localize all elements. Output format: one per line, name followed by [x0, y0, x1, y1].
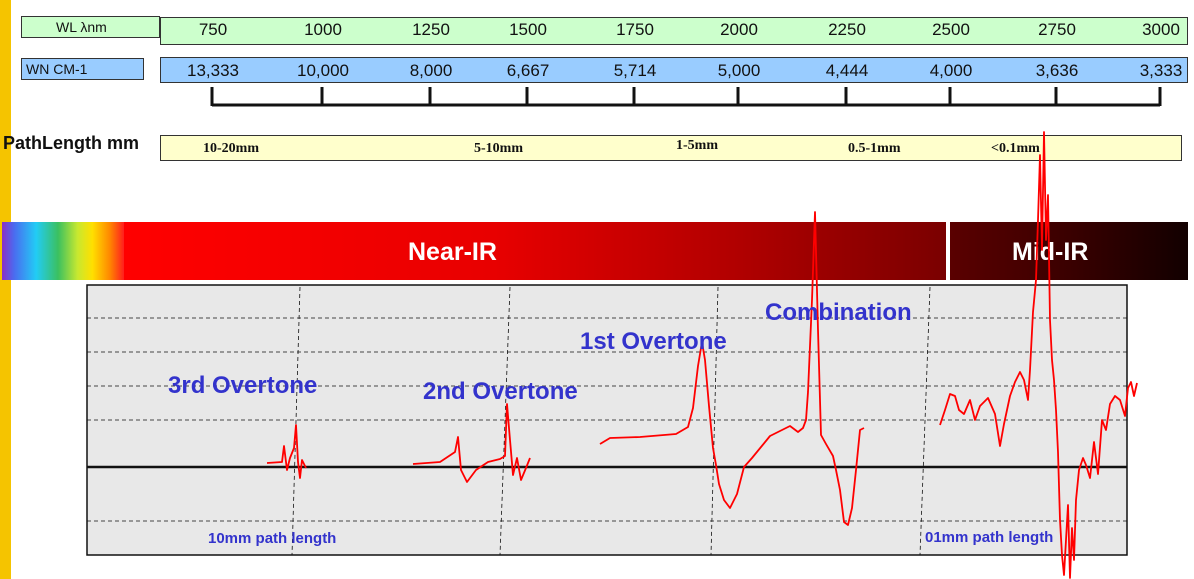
wavelength-label-box: WL λnm — [21, 16, 160, 38]
scale-ruler — [210, 87, 1162, 107]
wavelength-label: WL λnm — [56, 19, 107, 35]
v-gridline — [919, 286, 931, 556]
wavelength-tick-label: 2000 — [720, 20, 758, 39]
wavenumber-tick-label: 4,000 — [929, 61, 973, 80]
wavelength-tick-label: 750 — [198, 20, 228, 39]
first-overtone-curve — [599, 211, 865, 526]
wavelength-tick-label: 1250 — [412, 20, 450, 39]
region-divider — [946, 222, 950, 280]
wavelength-tick-label: 2500 — [932, 20, 970, 39]
wavelength-scale-row: 750 1000 1250 1500 1750 2000 2250 2500 2750 3000 — [160, 17, 1188, 45]
pathlength-value: 5-10mm — [474, 141, 523, 156]
wavenumber-tick-label: 10,000 — [297, 61, 349, 80]
wavenumber-scale-row: 13,333 10,000 8,000 6,667 5,714 5,000 4,444 4,0… — [160, 57, 1188, 83]
v-gridline — [499, 286, 511, 556]
wavenumber-tick-label: 3,636 — [1035, 61, 1079, 80]
wavenumber-label-box: WN CM-1 — [21, 58, 144, 80]
v-gridline — [291, 286, 301, 556]
third-overtone-curve — [266, 424, 307, 479]
left-accent-bar — [0, 0, 11, 579]
near-ir-band — [124, 222, 946, 280]
second-overtone-label: 2nd Overtone — [423, 378, 578, 405]
pathlength-value: 1-5mm — [676, 138, 718, 153]
combination-label: Combination — [765, 299, 912, 326]
wavenumber-tick-label: 13,333 — [187, 61, 239, 80]
wavelength-tick-label: 2250 — [828, 20, 866, 39]
near-ir-label: Near-IR — [408, 238, 497, 266]
pathlength-row: 10-20mm 5-10mm 1-5mm 0.5-1mm <0.1mm — [160, 135, 1182, 161]
wavenumber-tick-label: 4,444 — [825, 61, 869, 80]
wavelength-tick-label: 1000 — [304, 20, 342, 39]
wavenumber-tick-label: 8,000 — [409, 61, 453, 80]
wavenumber-tick-label: 5,714 — [613, 61, 657, 80]
third-overtone-label: 3rd Overtone — [168, 372, 318, 399]
pathlength-value: 10-20mm — [203, 141, 259, 156]
wavelength-tick-label: 3000 — [1142, 20, 1180, 39]
wavenumber-tick-label: 6,667 — [506, 61, 550, 80]
combination-curve — [939, 131, 1138, 579]
mid-ir-band — [950, 222, 1188, 280]
first-overtone-label: 1st Overtone — [580, 328, 727, 355]
second-overtone-curve — [412, 403, 531, 483]
wavelength-tick-label: 1500 — [509, 20, 547, 39]
mid-ir-label: Mid-IR — [1012, 238, 1089, 266]
wavelength-tick-label: 1750 — [616, 20, 654, 39]
pathlength-label: PathLength mm — [3, 133, 140, 153]
visible-spectrum-strip — [2, 222, 124, 280]
pathlength-value: <0.1mm — [991, 141, 1040, 156]
wavenumber-label: WN CM-1 — [26, 61, 88, 77]
v-gridline — [710, 286, 719, 556]
wavelength-tick-label: 2750 — [1038, 20, 1076, 39]
pathlength-value: 0.5-1mm — [848, 141, 901, 156]
wavenumber-tick-label: 3,333 — [1139, 61, 1183, 80]
wavenumber-tick-label: 5,000 — [717, 61, 761, 80]
left-path-note: 10mm path length — [208, 530, 337, 547]
right-path-note: 01mm path length — [925, 529, 1054, 546]
